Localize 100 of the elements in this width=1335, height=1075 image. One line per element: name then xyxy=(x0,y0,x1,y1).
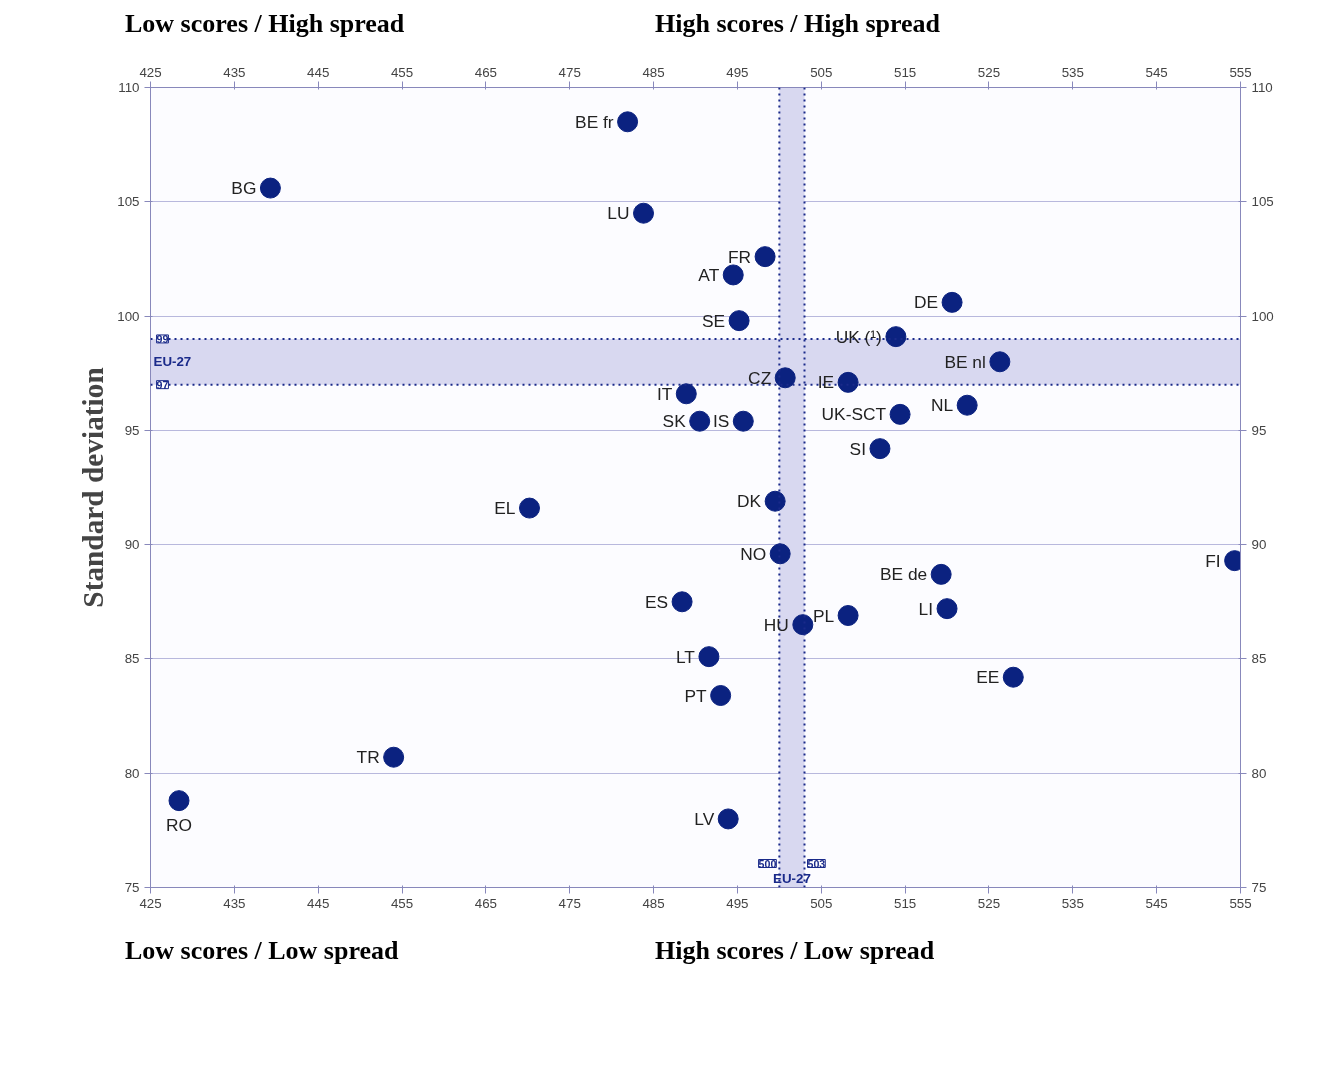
annotation: BE nl xyxy=(944,351,986,372)
point xyxy=(722,264,744,286)
y2-tick-label: 75 xyxy=(1251,880,1267,896)
x2-tick-label: 535 xyxy=(1061,895,1084,911)
annotation: BE de xyxy=(879,564,928,585)
x-tick-label: 455 xyxy=(390,64,414,80)
x-tick-label: 555 xyxy=(1229,64,1252,80)
point xyxy=(633,202,655,224)
y-tick-label: 85 xyxy=(124,651,140,667)
text: Low scores / Low spread xyxy=(125,935,399,968)
annotation: LU xyxy=(607,203,630,224)
point xyxy=(837,605,859,627)
x2-tick-label: 455 xyxy=(390,895,414,911)
annotation: NL xyxy=(931,395,954,416)
text: High scores / High spread xyxy=(655,8,941,40)
y2-tick-label: 85 xyxy=(1251,651,1267,667)
x-tick-label: 445 xyxy=(307,64,330,80)
annotation: DK xyxy=(737,491,762,512)
x-tick-label: 505 xyxy=(810,64,833,80)
x-tick-label: 515 xyxy=(894,64,917,80)
point xyxy=(717,808,739,830)
x2-tick-label: 425 xyxy=(139,895,162,911)
annotation: UK (¹) xyxy=(835,326,882,347)
point xyxy=(383,746,405,768)
annotation: BG xyxy=(231,178,257,199)
ref-line-label: 97 xyxy=(156,378,169,391)
point xyxy=(889,404,911,425)
point xyxy=(837,372,859,393)
band-label: EU-27 xyxy=(153,354,192,370)
x-tick-label: 525 xyxy=(977,64,1001,80)
y-tick-label: 75 xyxy=(124,880,140,896)
point xyxy=(941,292,963,313)
x2-tick-label: 465 xyxy=(474,895,498,911)
annotation: HU xyxy=(763,614,789,635)
y2-tick-label: 80 xyxy=(1251,765,1267,781)
x2-tick-label: 485 xyxy=(642,895,665,911)
y2-tick-label: 90 xyxy=(1251,537,1267,553)
x-tick-label: 435 xyxy=(223,64,246,80)
point xyxy=(989,351,1011,373)
annotation: DE xyxy=(914,292,939,313)
annotation: FR xyxy=(727,246,752,267)
point xyxy=(774,367,796,389)
point xyxy=(671,591,693,613)
x2-tick-label: 475 xyxy=(558,895,581,911)
y-tick-label: 90 xyxy=(124,537,140,553)
point xyxy=(698,646,720,668)
y-axis-title: Standard deviation xyxy=(77,367,110,608)
annotation: SE xyxy=(701,310,726,331)
point xyxy=(259,177,281,199)
x2-tick-label: 445 xyxy=(307,895,330,911)
annotation: LV xyxy=(694,809,715,830)
point xyxy=(769,543,791,565)
y2-tick-label: 105 xyxy=(1251,194,1274,210)
x2-tick-label: 505 xyxy=(810,895,833,911)
annotation: PT xyxy=(684,685,708,706)
x-tick-label: 495 xyxy=(726,64,749,80)
x2-tick-label: 515 xyxy=(894,895,917,911)
text: Low scores / High spread xyxy=(125,8,405,40)
annotation: RO xyxy=(166,814,193,835)
annotation: EL xyxy=(494,498,516,519)
annotation: IS xyxy=(712,411,730,432)
y2-tick-label: 110 xyxy=(1251,80,1273,96)
annotation: EE xyxy=(976,667,1000,688)
text: High scores / Low spread xyxy=(655,935,935,968)
annotation: AT xyxy=(698,265,720,286)
y-tick-label: 95 xyxy=(124,423,140,438)
point xyxy=(617,111,639,133)
annotation: CZ xyxy=(748,367,772,388)
band-label: EU-27 xyxy=(773,870,811,886)
y2-tick-label: 100 xyxy=(1251,308,1274,324)
x-tick-label: 535 xyxy=(1061,64,1084,80)
y2-tick-label: 95 xyxy=(1251,423,1267,438)
x-tick-label: 475 xyxy=(558,64,581,80)
point xyxy=(869,438,891,460)
point xyxy=(518,497,540,519)
point xyxy=(710,685,732,707)
point xyxy=(732,410,754,432)
x2-tick-label: 545 xyxy=(1145,895,1168,911)
annotation: NO xyxy=(740,543,767,564)
point xyxy=(689,410,711,432)
x-tick-label: 425 xyxy=(139,64,162,80)
point xyxy=(675,383,697,405)
annotation: SK xyxy=(662,411,687,432)
point xyxy=(764,490,786,512)
x-tick-label: 465 xyxy=(474,64,498,80)
annotation: TR xyxy=(356,747,380,768)
y-tick-label: 105 xyxy=(117,194,140,210)
x2-tick-label: 555 xyxy=(1229,895,1252,911)
annotation: UK-SCT xyxy=(821,404,887,425)
point xyxy=(792,614,814,636)
point xyxy=(168,790,190,812)
annotation: LI xyxy=(918,598,934,619)
y-tick-label: 100 xyxy=(117,308,140,324)
annotation: SI xyxy=(849,438,866,459)
point xyxy=(728,310,750,332)
point xyxy=(956,394,978,416)
point xyxy=(930,564,952,585)
annotation: IE xyxy=(817,372,835,393)
y-tick-label: 110 xyxy=(118,80,140,96)
point xyxy=(885,326,907,348)
